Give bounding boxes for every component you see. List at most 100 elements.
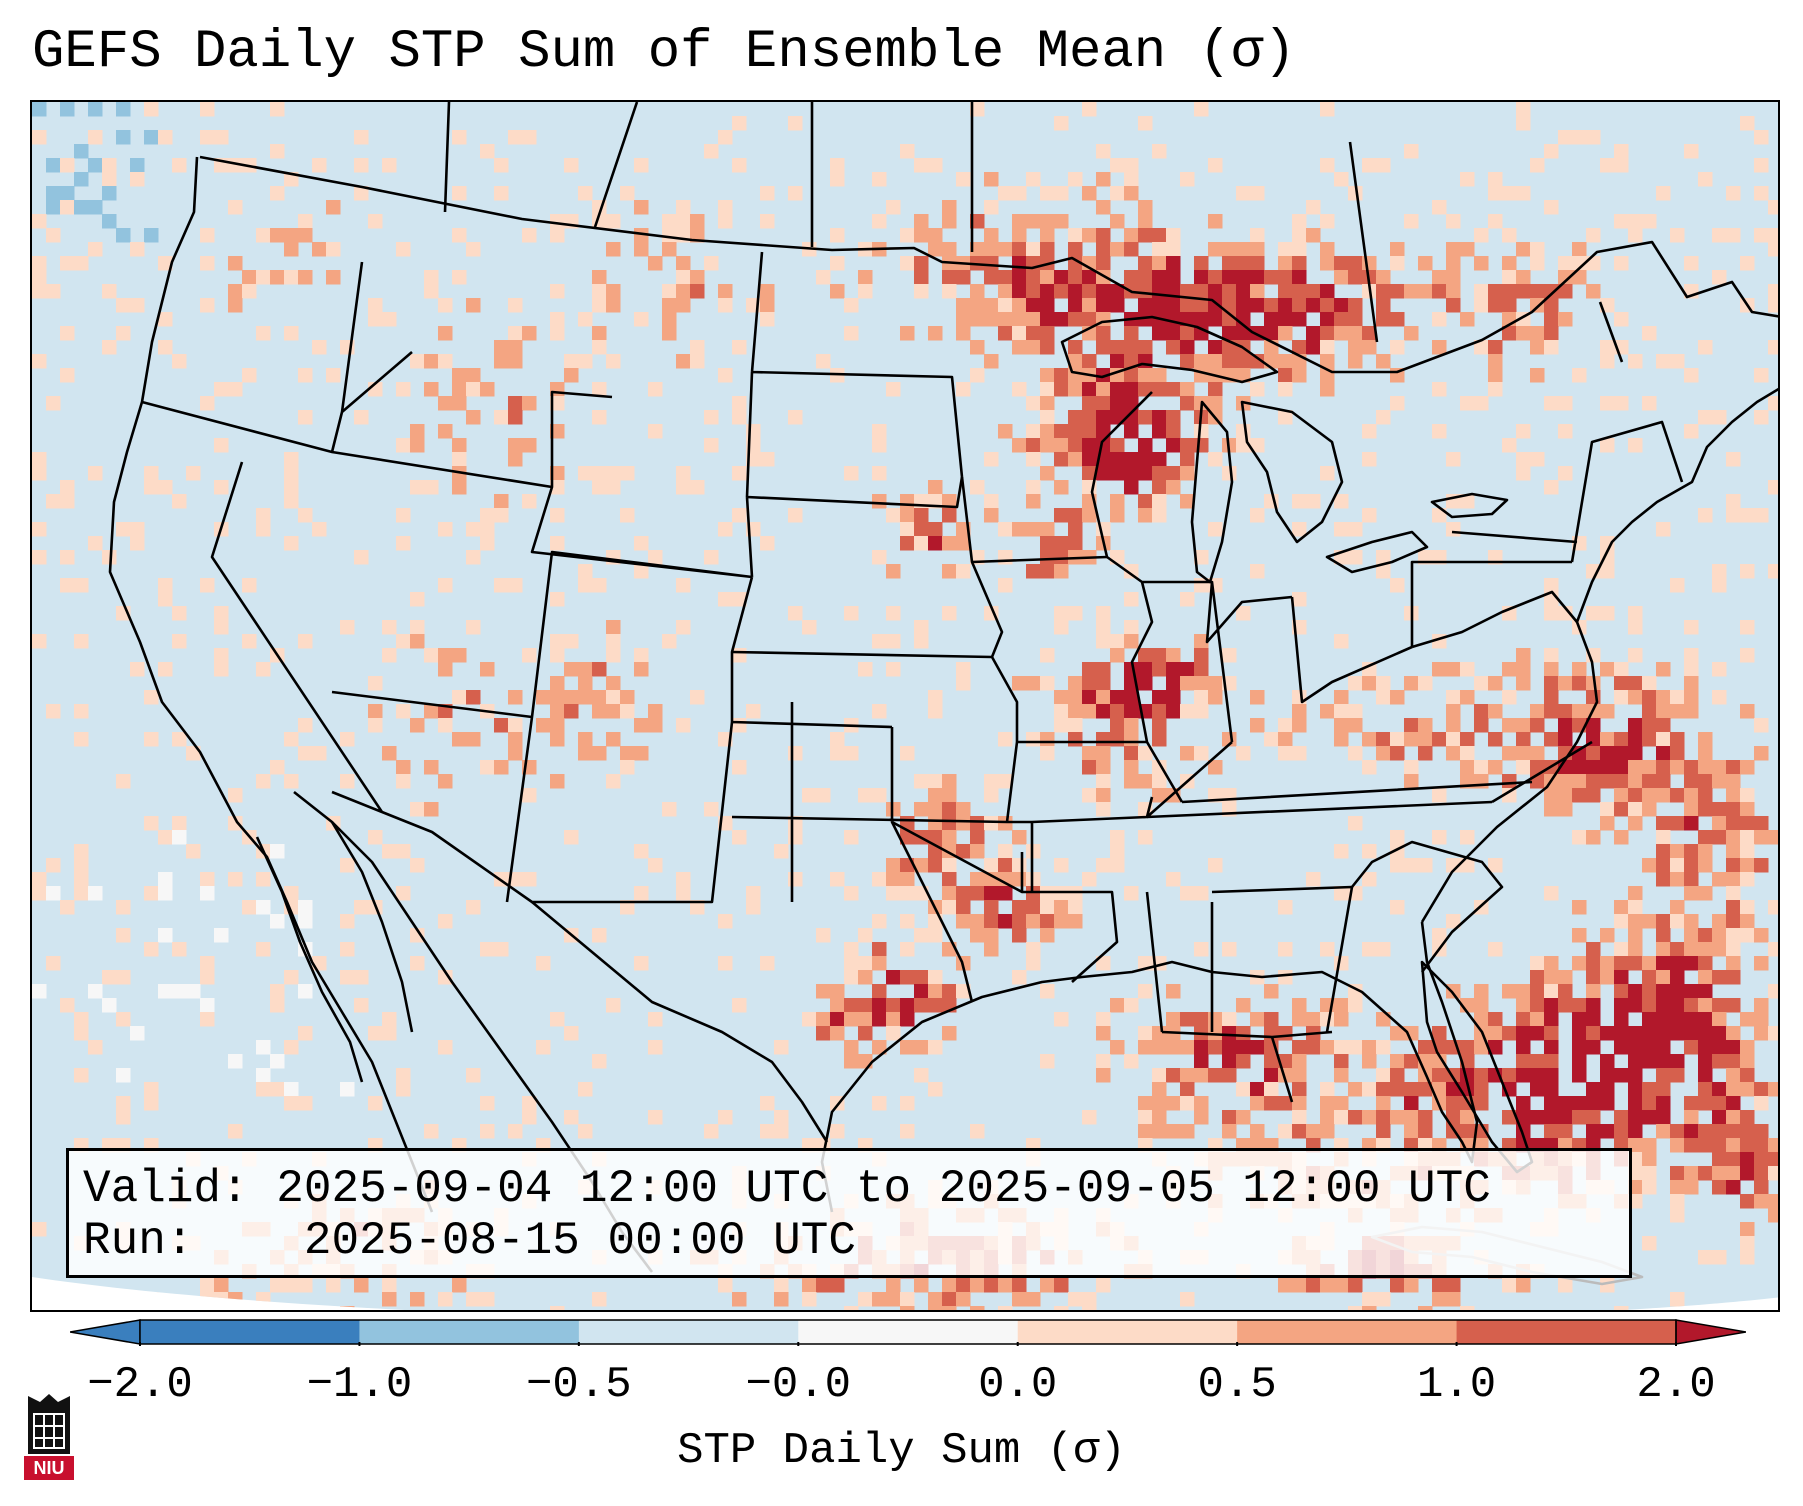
stp-cell — [1740, 1068, 1755, 1083]
stp-cell — [1012, 326, 1027, 341]
stp-cell — [396, 844, 411, 859]
stp-cell — [1628, 606, 1643, 621]
stp-cell — [1530, 1012, 1545, 1027]
stp-cell — [830, 998, 845, 1013]
stp-cell — [634, 564, 649, 579]
stp-cell — [1250, 186, 1265, 201]
stp-cell — [312, 746, 327, 761]
stp-cell — [1740, 1138, 1755, 1153]
stp-cell — [1502, 326, 1517, 341]
stp-cell — [1068, 284, 1083, 299]
stp-cell — [1026, 522, 1041, 537]
coastline-west — [108, 156, 434, 1213]
stp-cell — [1222, 466, 1237, 481]
stp-cell — [1040, 312, 1055, 327]
stp-cell — [1460, 396, 1475, 411]
stp-cell — [214, 1292, 229, 1307]
stp-cell — [1292, 718, 1307, 733]
stp-cell — [1740, 900, 1755, 915]
stp-cell — [914, 774, 929, 789]
stp-cell — [1628, 760, 1643, 775]
stp-cell — [718, 592, 733, 607]
stp-cell — [438, 424, 453, 439]
stp-cell — [522, 648, 537, 663]
stp-cell — [1572, 900, 1587, 915]
stp-cell — [1488, 340, 1503, 355]
stp-cell — [228, 256, 243, 271]
stp-cell — [1124, 760, 1139, 775]
stp-cell — [242, 270, 257, 285]
stp-cell — [606, 242, 621, 257]
stp-cell — [592, 480, 607, 495]
stp-cell — [900, 326, 915, 341]
stp-cell — [158, 872, 173, 887]
stp-cell — [1712, 760, 1727, 775]
stp-cell — [900, 494, 915, 509]
stp-cell — [1670, 1292, 1685, 1307]
stp-cell — [256, 774, 271, 789]
stp-cell — [634, 886, 649, 901]
stp-cell — [1222, 648, 1237, 663]
stp-cell — [1110, 396, 1125, 411]
stp-cell — [1390, 284, 1405, 299]
stp-cell — [1516, 1040, 1531, 1055]
stp-cell — [382, 1278, 397, 1293]
stp-cell — [1698, 956, 1713, 971]
stp-cell — [1432, 1082, 1447, 1097]
stp-cell — [1334, 1012, 1349, 1027]
stp-cell — [648, 1110, 663, 1125]
stp-cell — [312, 158, 327, 173]
stp-cell — [1180, 354, 1195, 369]
stp-cell — [1040, 1278, 1055, 1293]
stp-cell — [1614, 1012, 1629, 1027]
stp-cell — [1250, 508, 1265, 523]
stp-cell — [592, 746, 607, 761]
stp-cell — [1488, 368, 1503, 383]
stp-cell — [60, 186, 75, 201]
stp-cell — [816, 788, 831, 803]
stp-cell — [1362, 1040, 1377, 1055]
stp-cell — [928, 830, 943, 845]
stp-cell — [1502, 746, 1517, 761]
stp-cell — [872, 1040, 887, 1055]
stp-cell — [788, 186, 803, 201]
stp-cell — [32, 984, 47, 999]
stp-cell — [1096, 732, 1111, 747]
stp-cell — [32, 634, 47, 649]
stp-cell — [1614, 1068, 1629, 1083]
stp-cell — [1670, 578, 1685, 593]
stp-cell — [270, 228, 285, 243]
stp-cell — [312, 340, 327, 355]
stp-cell — [1740, 256, 1755, 271]
stp-cell — [998, 284, 1013, 299]
stp-cell — [1614, 746, 1629, 761]
stp-cell — [508, 690, 523, 705]
stp-cell — [872, 550, 887, 565]
stp-cell — [1348, 298, 1363, 313]
stp-cell — [550, 592, 565, 607]
stp-cell — [46, 858, 61, 873]
stp-cell — [872, 704, 887, 719]
stp-cell — [1698, 746, 1713, 761]
stp-cell — [1026, 214, 1041, 229]
stp-cell — [1684, 1096, 1699, 1111]
stp-cell — [368, 704, 383, 719]
stp-cell — [1068, 172, 1083, 187]
stp-cell — [1292, 270, 1307, 285]
stp-cell — [970, 816, 985, 831]
stp-cell — [1670, 1180, 1685, 1195]
stp-cell — [1768, 942, 1778, 957]
stp-cell — [900, 508, 915, 523]
stp-cell — [1740, 648, 1755, 663]
stp-cell — [172, 158, 187, 173]
stp-cell — [662, 312, 677, 327]
stp-cell — [1656, 718, 1671, 733]
stp-cell — [1334, 1110, 1349, 1125]
stp-cell — [1572, 956, 1587, 971]
stp-cell — [1054, 438, 1069, 453]
stp-cell — [1194, 1068, 1209, 1083]
stp-cell — [1110, 508, 1125, 523]
stp-cell — [1138, 410, 1153, 425]
stp-cell — [1530, 242, 1545, 257]
stp-cell — [1572, 242, 1587, 257]
